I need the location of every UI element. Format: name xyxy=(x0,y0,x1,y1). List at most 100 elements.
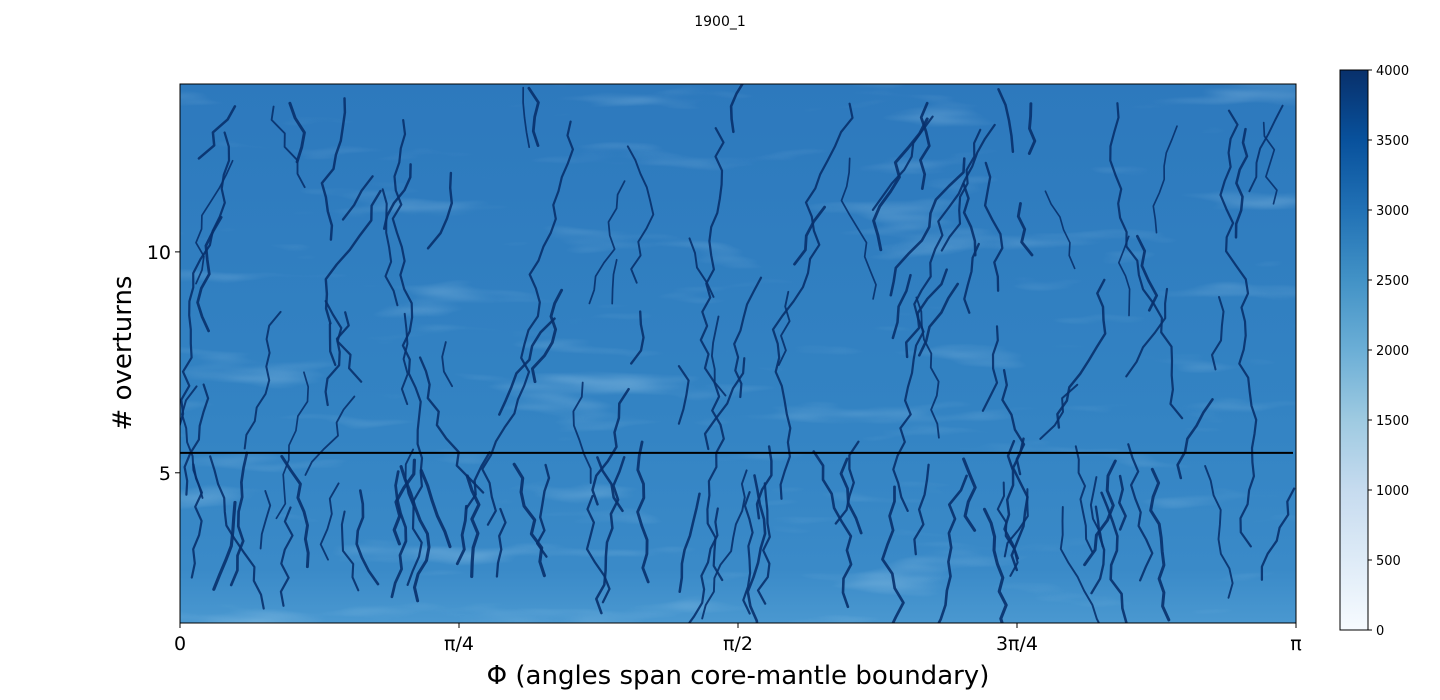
channel-path xyxy=(512,462,546,578)
chart-title: 1900_1 xyxy=(694,14,746,30)
channel-path xyxy=(962,457,977,532)
channel-path xyxy=(1149,467,1171,622)
x-tick-label: π/2 xyxy=(723,633,753,655)
channel-path xyxy=(328,323,337,367)
x-axis-ticks: 0 π/4 π/2 3π/4 π xyxy=(174,623,1302,655)
channel-path xyxy=(1127,443,1154,582)
channel-path xyxy=(275,371,310,520)
channel-path xyxy=(259,490,272,550)
channel-path xyxy=(536,463,551,558)
channel-path xyxy=(320,97,347,241)
heatmap-plot-area xyxy=(180,84,1296,623)
channel-path xyxy=(981,325,999,412)
channel-path xyxy=(426,171,454,250)
colorbar xyxy=(1339,69,1369,631)
channel-path xyxy=(530,288,564,384)
channel-path xyxy=(703,357,746,451)
channel-path xyxy=(891,273,912,340)
channel-path xyxy=(1056,278,1107,429)
colorbar-tick-label: 3500 xyxy=(1376,134,1409,149)
channel-path xyxy=(919,101,931,190)
colorbar-tick-label: 500 xyxy=(1376,554,1401,569)
channel-path xyxy=(777,290,791,366)
channel-path xyxy=(355,489,380,586)
channel-path xyxy=(699,127,725,582)
channel-path xyxy=(996,481,1019,577)
channel-path xyxy=(636,440,650,584)
channel-path xyxy=(270,105,306,189)
y-axis-ticks: 5 10 xyxy=(147,242,180,485)
channel-path xyxy=(419,468,452,549)
channel-path xyxy=(997,88,1015,153)
channel-path xyxy=(983,161,1004,292)
channel-path xyxy=(1003,488,1029,558)
channel-path xyxy=(1125,287,1169,378)
channel-path xyxy=(963,242,980,314)
channel-path xyxy=(1059,506,1101,623)
channel-path xyxy=(1090,505,1106,595)
colorbar-tick-label: 2500 xyxy=(1376,274,1409,289)
channel-path xyxy=(1204,465,1234,599)
channel-path xyxy=(611,258,618,305)
channel-path xyxy=(940,128,982,252)
channel-path xyxy=(1260,487,1296,581)
channel-path xyxy=(591,387,630,506)
channel-path xyxy=(455,504,468,566)
channel-path xyxy=(729,84,744,134)
channel-path xyxy=(324,311,350,407)
channel-path xyxy=(465,451,491,510)
channel-path xyxy=(840,157,877,300)
channel-path xyxy=(771,102,854,500)
channel-path xyxy=(1248,104,1284,193)
colorbar-tick-label: 3000 xyxy=(1376,204,1409,219)
channel-path xyxy=(733,276,763,399)
channel-path xyxy=(572,381,592,484)
channel-path xyxy=(180,131,231,428)
colorbar-tick-label: 4000 xyxy=(1376,64,1409,79)
channel-path xyxy=(937,474,968,623)
channel-path xyxy=(190,463,203,579)
channel-path xyxy=(381,188,399,307)
channel-path xyxy=(280,454,310,569)
channel-path xyxy=(742,491,754,615)
channel-path xyxy=(498,317,556,416)
channel-path xyxy=(527,86,540,147)
colorbar-tick-label: 2000 xyxy=(1376,344,1409,359)
channel-path xyxy=(755,445,773,520)
channel-path xyxy=(839,457,863,535)
y-tick-label: 5 xyxy=(159,463,171,485)
channel-path xyxy=(756,482,771,605)
channel-path xyxy=(596,456,624,513)
x-tick-label: π xyxy=(1290,633,1301,655)
channel-path xyxy=(962,182,977,257)
channel-path xyxy=(1210,295,1225,371)
channel-path xyxy=(687,507,719,623)
channel-path xyxy=(304,395,356,476)
channel-path xyxy=(793,205,826,266)
channel-path xyxy=(834,440,860,525)
x-tick-label: π/4 xyxy=(444,633,474,655)
x-tick-label: 3π/4 xyxy=(996,633,1038,655)
channel-path xyxy=(630,310,645,365)
y-axis-label: # overturns xyxy=(108,276,138,431)
channel-path xyxy=(595,456,626,615)
channel-path xyxy=(340,510,360,592)
channel-path xyxy=(400,312,409,406)
channel-path xyxy=(390,470,408,599)
channel-path xyxy=(212,500,237,591)
channel-path xyxy=(1109,102,1184,420)
channel-path xyxy=(678,492,701,593)
channel-path xyxy=(1152,125,1178,234)
channel-path xyxy=(279,506,294,607)
channel-path xyxy=(288,101,306,164)
channel-path xyxy=(626,145,655,284)
channel-path xyxy=(441,341,454,388)
channel-path xyxy=(1135,234,1159,312)
channel-path xyxy=(481,120,574,526)
channel-path xyxy=(465,474,481,579)
channel-path xyxy=(341,175,374,221)
channel-path xyxy=(892,123,996,512)
y-tick-label: 10 xyxy=(147,242,171,264)
channel-path xyxy=(229,451,249,587)
